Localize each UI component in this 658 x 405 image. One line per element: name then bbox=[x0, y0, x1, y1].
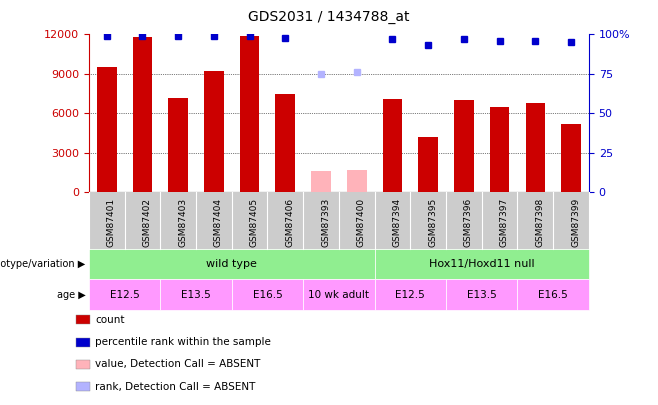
Bar bbox=[311, 171, 331, 192]
Bar bbox=[347, 170, 367, 192]
Text: GSM87406: GSM87406 bbox=[286, 198, 294, 247]
Text: count: count bbox=[95, 315, 125, 325]
Bar bbox=[204, 71, 224, 192]
Text: GSM87395: GSM87395 bbox=[428, 198, 437, 247]
Text: GSM87394: GSM87394 bbox=[392, 198, 401, 247]
Text: GSM87398: GSM87398 bbox=[536, 198, 544, 247]
Text: E13.5: E13.5 bbox=[181, 290, 211, 300]
Text: E16.5: E16.5 bbox=[538, 290, 568, 300]
Text: genotype/variation ▶: genotype/variation ▶ bbox=[0, 259, 86, 269]
Bar bbox=[97, 67, 116, 192]
Text: GSM87399: GSM87399 bbox=[571, 198, 580, 247]
Bar bbox=[276, 94, 295, 192]
Bar bbox=[561, 124, 581, 192]
Bar bbox=[168, 98, 188, 192]
Text: GSM87396: GSM87396 bbox=[464, 198, 473, 247]
Text: GSM87404: GSM87404 bbox=[214, 198, 223, 247]
Text: E16.5: E16.5 bbox=[253, 290, 282, 300]
Text: GSM87400: GSM87400 bbox=[357, 198, 366, 247]
Text: wild type: wild type bbox=[206, 259, 257, 269]
Bar bbox=[490, 107, 509, 192]
Bar bbox=[454, 100, 474, 192]
Text: E12.5: E12.5 bbox=[395, 290, 425, 300]
Text: percentile rank within the sample: percentile rank within the sample bbox=[95, 337, 271, 347]
Text: GSM87403: GSM87403 bbox=[178, 198, 187, 247]
Text: E13.5: E13.5 bbox=[467, 290, 497, 300]
Text: 10 wk adult: 10 wk adult bbox=[309, 290, 369, 300]
Bar bbox=[418, 137, 438, 192]
Bar bbox=[382, 99, 402, 192]
Text: rank, Detection Call = ABSENT: rank, Detection Call = ABSENT bbox=[95, 382, 256, 392]
Text: GSM87405: GSM87405 bbox=[249, 198, 259, 247]
Bar bbox=[526, 103, 545, 192]
Text: Hox11/Hoxd11 null: Hox11/Hoxd11 null bbox=[429, 259, 534, 269]
Text: GSM87402: GSM87402 bbox=[142, 198, 151, 247]
Text: GSM87397: GSM87397 bbox=[499, 198, 509, 247]
Text: age ▶: age ▶ bbox=[57, 290, 86, 300]
Text: E12.5: E12.5 bbox=[110, 290, 139, 300]
Bar bbox=[133, 37, 152, 192]
Bar bbox=[240, 36, 259, 192]
Text: GDS2031 / 1434788_at: GDS2031 / 1434788_at bbox=[248, 10, 410, 24]
Text: GSM87393: GSM87393 bbox=[321, 198, 330, 247]
Text: value, Detection Call = ABSENT: value, Detection Call = ABSENT bbox=[95, 360, 261, 369]
Text: GSM87401: GSM87401 bbox=[107, 198, 116, 247]
